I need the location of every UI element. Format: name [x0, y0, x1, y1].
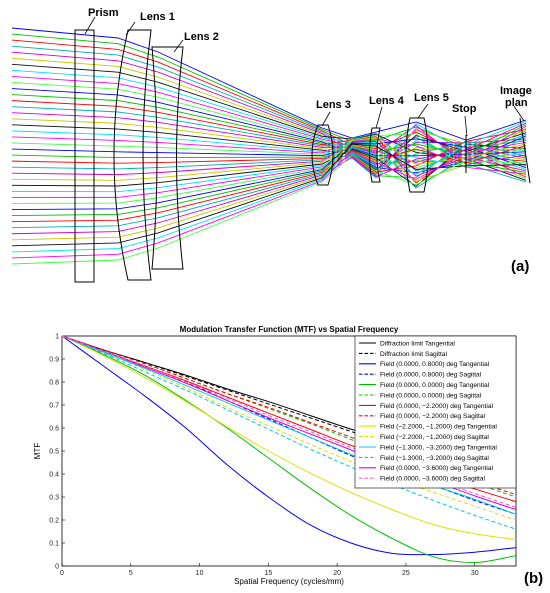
ray-path — [11, 33, 527, 149]
lens-2-shape — [151, 46, 184, 270]
prism-label: Prism — [88, 7, 119, 19]
y-tick-label: 0.2 — [49, 518, 59, 525]
y-tick-label: 0.7 — [49, 403, 59, 410]
lens-4-label: Lens 4 — [369, 95, 405, 107]
y-tick-label: 0.1 — [49, 541, 59, 548]
series-line — [61, 335, 517, 564]
element-labels — [84, 16, 525, 137]
stop-label: Stop — [452, 103, 477, 115]
y-tick-label: 0.6 — [49, 426, 59, 433]
series-line — [61, 335, 517, 508]
legend-entry: Field (−1.3000, −3.2000) deg Tangential — [380, 444, 497, 451]
ray-path — [11, 154, 527, 265]
x-axis-label: Spatial Frequency (cycles/mm) — [234, 577, 344, 586]
ray-bundle — [11, 27, 527, 265]
panel-a-tag: (a) — [511, 258, 529, 275]
legend-entry: Field (0.0000, −2.2000) deg Sagittal — [380, 413, 486, 420]
y-tick-label: 0.3 — [49, 495, 59, 502]
ray-path — [11, 137, 527, 241]
optical-layout-panel: Prism Lens 1 Lens 2 Lens 3 Lens 4 Lens 5… — [11, 7, 532, 283]
legend-entry: Field (0.0000, 0.8000) deg Sagittal — [380, 372, 482, 379]
legend-entry: Field (0.0000, 0.8000) deg Tangential — [380, 361, 490, 368]
series-line — [61, 335, 517, 541]
y-tick-label: 1 — [55, 334, 59, 341]
x-tick-label: 10 — [196, 570, 204, 577]
x-tick-label: 20 — [333, 570, 341, 577]
legend-entry: Diffraction limit Sagittal — [380, 351, 447, 358]
lens-2-label: Lens 2 — [184, 31, 219, 43]
lens-1-label: Lens 1 — [140, 11, 175, 23]
prism-shape — [74, 29, 95, 283]
series-line — [61, 335, 517, 556]
legend-entry: Field (0.0000, −3.6000) deg Sagittal — [380, 476, 486, 483]
y-tick-label: 0.8 — [49, 380, 59, 387]
lens-3-shape — [311, 124, 334, 186]
legend-entry: Field (−2.2000, −1.2000) deg Sagittal — [380, 434, 489, 441]
lens-3-label: Lens 3 — [316, 99, 351, 111]
y-tick-label: 0 — [55, 564, 59, 571]
legend-box — [354, 335, 517, 489]
x-tick-label: 25 — [402, 570, 410, 577]
legend-entry: Field (0.0000, 0.0000) deg Tangential — [380, 382, 490, 389]
lens-5-label: Lens 5 — [414, 92, 449, 104]
panel-b-tag: (b) — [524, 570, 543, 587]
x-tick-label: 0 — [60, 570, 64, 577]
legend-entry: Field (0.0000, −3.6000) deg Tangential — [380, 465, 494, 472]
legend-entry: Field (0.0000, −2.2000) deg Tangential — [380, 403, 494, 410]
ray-path — [11, 141, 527, 259]
lens-1-shape — [113, 29, 152, 281]
ray-path — [11, 133, 527, 204]
legend-entry: Field (0.0000, 0.0000) deg Sagittal — [380, 392, 482, 399]
ray-path — [11, 143, 527, 247]
series-line — [61, 335, 517, 530]
optical-elements — [74, 29, 531, 283]
ray-path — [11, 125, 527, 198]
image-plane — [519, 117, 531, 184]
ray-path — [11, 138, 527, 210]
chart-title: Modulation Transfer Function (MTF) vs Sp… — [180, 325, 399, 334]
x-tick-label: 15 — [264, 570, 272, 577]
legend-entry: Field (−2.2000, −1.2000) deg Tangential — [380, 424, 497, 431]
ray-path — [11, 140, 527, 177]
ray-path — [11, 124, 527, 217]
x-tick-label: 5 — [129, 570, 133, 577]
ray-path — [11, 127, 527, 182]
ray-path — [11, 121, 527, 253]
lens-5-shape — [405, 117, 429, 193]
legend-entry: Field (−1.3000, −3.2000) deg Sagittal — [380, 455, 489, 462]
y-axis-label: MTF — [33, 443, 42, 460]
image-plane-label-line2: plan — [505, 97, 528, 109]
ray-path — [11, 122, 527, 235]
legend: Diffraction limit Tangential Diffraction … — [354, 335, 517, 489]
ray-path — [11, 141, 527, 229]
y-tick-label: 0.5 — [49, 449, 59, 456]
ray-path — [11, 27, 527, 141]
x-tick-label: 30 — [471, 570, 479, 577]
lens-4-shape — [369, 127, 381, 183]
axis-ticks: 0 5 10 15 20 25 30 0 0.1 0.2 0.3 0.4 0.5 0.6 0.7 0.8 0.9… — [49, 334, 478, 578]
y-tick-label: 0.9 — [49, 357, 59, 364]
image-plane-label-line1: Image — [500, 85, 532, 97]
legend-entry: Diffraction limit Tangential — [380, 340, 455, 347]
y-tick-label: 0.4 — [49, 472, 59, 479]
series-line — [61, 335, 517, 521]
ray-path — [11, 145, 527, 223]
ray-path — [11, 123, 527, 193]
